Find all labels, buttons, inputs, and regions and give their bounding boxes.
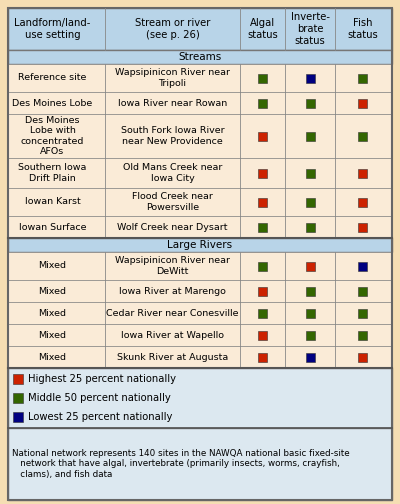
Bar [358, 331, 367, 340]
Text: Algal
status: Algal status [247, 18, 278, 40]
Text: Large Rivers: Large Rivers [168, 240, 232, 250]
Bar [13, 412, 23, 422]
Text: Mixed: Mixed [38, 286, 66, 295]
Bar [306, 262, 314, 271]
Bar [258, 74, 267, 83]
Bar [8, 50, 392, 64]
Bar [8, 64, 392, 92]
Bar [8, 324, 392, 346]
Text: Reference site: Reference site [18, 74, 87, 83]
Bar [8, 368, 392, 428]
Bar [258, 132, 267, 141]
Text: Iowa River at Wapello: Iowa River at Wapello [121, 331, 224, 340]
Text: South Fork Iowa River
near New Providence: South Fork Iowa River near New Providenc… [121, 127, 224, 146]
Text: Landform/land-
use setting: Landform/land- use setting [14, 18, 91, 40]
Text: Mixed: Mixed [38, 331, 66, 340]
Bar [358, 352, 367, 361]
Bar [258, 168, 267, 177]
Bar [358, 198, 367, 207]
Bar [258, 222, 267, 231]
Text: Highest 25 percent nationally: Highest 25 percent nationally [28, 374, 176, 384]
Text: Flood Creek near
Powersville: Flood Creek near Powersville [132, 193, 213, 212]
Bar [8, 158, 392, 188]
Bar [306, 74, 314, 83]
Text: Mixed: Mixed [38, 308, 66, 318]
Text: National network represents 140 sites in the NAWQA national basic fixed-site
   : National network represents 140 sites in… [12, 449, 350, 479]
Bar [8, 280, 392, 302]
Bar [358, 222, 367, 231]
Text: Wolf Creek near Dysart: Wolf Creek near Dysart [117, 222, 228, 231]
Text: Cedar River near Conesville: Cedar River near Conesville [106, 308, 239, 318]
Bar [306, 331, 314, 340]
Text: Old Mans Creek near
Iowa City: Old Mans Creek near Iowa City [123, 163, 222, 183]
Bar [358, 98, 367, 107]
Bar [8, 428, 392, 500]
Bar [8, 252, 392, 280]
Text: Streams: Streams [178, 52, 222, 62]
Bar [258, 98, 267, 107]
Bar [258, 198, 267, 207]
Text: Iowa River near Rowan: Iowa River near Rowan [118, 98, 227, 107]
Text: Mixed: Mixed [38, 262, 66, 271]
Bar [358, 262, 367, 271]
Bar [358, 132, 367, 141]
Text: Lowest 25 percent nationally: Lowest 25 percent nationally [28, 412, 172, 422]
Bar [258, 352, 267, 361]
Text: Des Moines
Lobe with
concentrated
AFOs: Des Moines Lobe with concentrated AFOs [21, 116, 84, 156]
Bar [306, 352, 314, 361]
Bar [8, 188, 392, 216]
Text: Stream or river
(see p. 26): Stream or river (see p. 26) [135, 18, 210, 40]
Bar [8, 302, 392, 324]
Bar [13, 393, 23, 403]
Bar [258, 286, 267, 295]
Bar [258, 331, 267, 340]
Bar [358, 286, 367, 295]
Bar [8, 238, 392, 252]
Bar [8, 216, 392, 238]
Bar [13, 374, 23, 384]
Bar [8, 92, 392, 114]
Bar [358, 74, 367, 83]
Text: Wapsipinicon River near
DeWitt: Wapsipinicon River near DeWitt [115, 257, 230, 276]
Bar [8, 114, 392, 158]
Text: Mixed: Mixed [38, 352, 66, 361]
Text: Middle 50 percent nationally: Middle 50 percent nationally [28, 393, 171, 403]
Bar [306, 198, 314, 207]
Bar [306, 222, 314, 231]
Bar [258, 308, 267, 318]
Bar [358, 168, 367, 177]
Bar [306, 168, 314, 177]
Text: Fish
status: Fish status [347, 18, 378, 40]
Bar [8, 346, 392, 368]
Bar [306, 286, 314, 295]
Bar [258, 262, 267, 271]
Text: Inverte-
brate
status: Inverte- brate status [290, 13, 330, 45]
Bar [358, 308, 367, 318]
Text: Iowa River at Marengo: Iowa River at Marengo [119, 286, 226, 295]
Text: Des Moines Lobe: Des Moines Lobe [12, 98, 93, 107]
Text: Iowan Surface: Iowan Surface [19, 222, 86, 231]
Bar [306, 98, 314, 107]
Text: Wapsipinicon River near
Tripoli: Wapsipinicon River near Tripoli [115, 69, 230, 88]
Text: Iowan Karst: Iowan Karst [25, 198, 80, 207]
Bar [8, 8, 392, 50]
Text: Southern Iowa
Drift Plain: Southern Iowa Drift Plain [18, 163, 87, 183]
Text: Skunk River at Augusta: Skunk River at Augusta [117, 352, 228, 361]
Bar [306, 308, 314, 318]
Bar [306, 132, 314, 141]
